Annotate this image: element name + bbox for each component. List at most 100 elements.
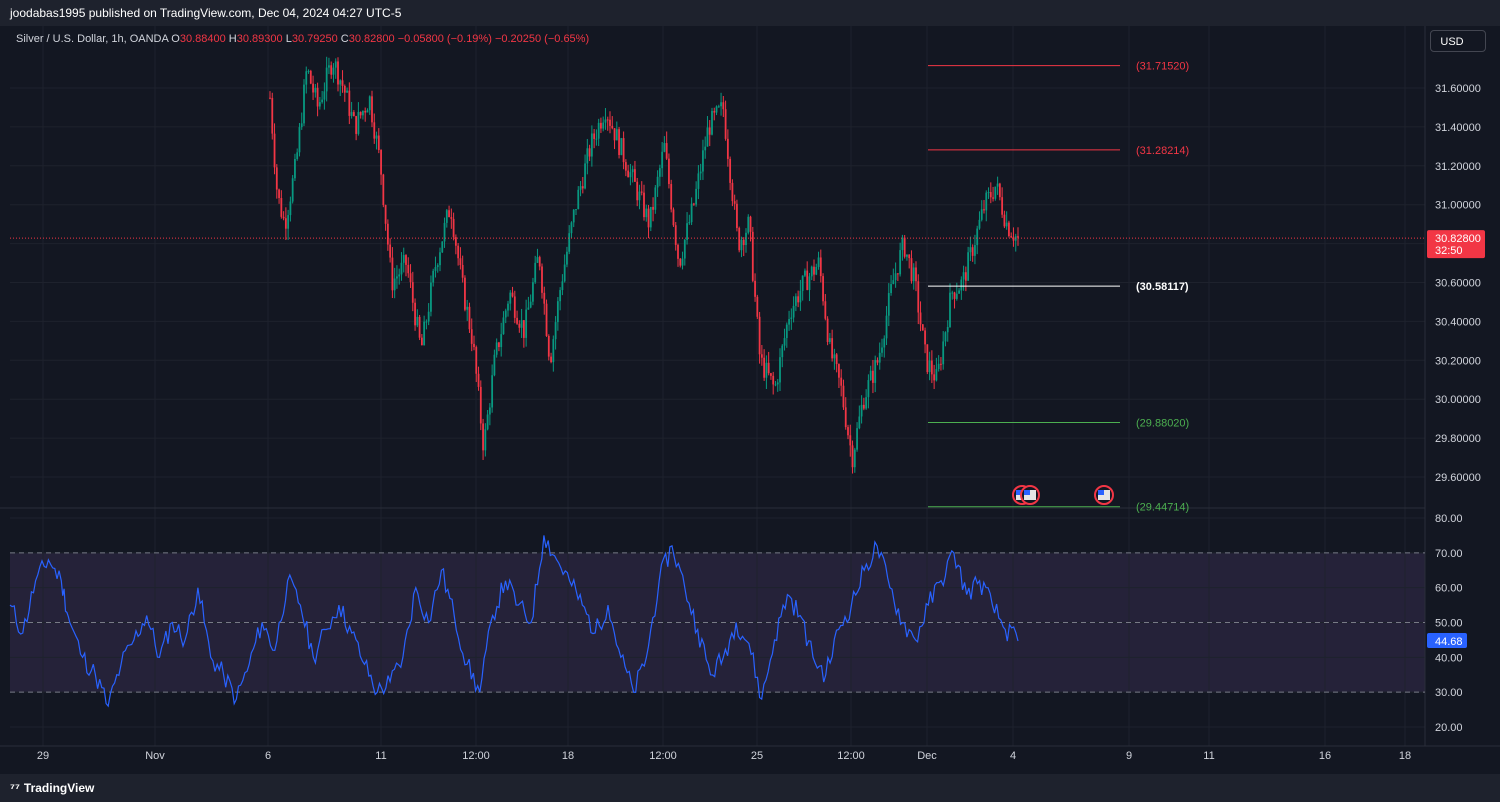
time-tick-label: 18 (562, 750, 574, 762)
candle-body (940, 363, 942, 365)
candle-body (543, 292, 546, 304)
candle-body (921, 324, 924, 331)
candle-body (736, 203, 738, 228)
candle-body (765, 362, 768, 378)
candle-body (579, 186, 582, 190)
currency-button[interactable]: USD (1430, 30, 1486, 52)
price-tick-label: 30.00000 (1435, 394, 1481, 406)
candle-body (994, 186, 997, 199)
time-tick-label: 9 (1126, 750, 1132, 762)
candle-body (851, 445, 854, 468)
time-tick-label: 4 (1010, 750, 1016, 762)
candle-body (275, 167, 278, 190)
candle-body (375, 135, 378, 139)
candle-body (926, 344, 929, 373)
legend-open-label: O (171, 33, 180, 45)
candle-body (677, 244, 679, 259)
rsi-value-label: 44.68 (1435, 636, 1463, 648)
candle-body (547, 335, 550, 357)
candle-body (806, 270, 809, 290)
candle-body (405, 255, 407, 265)
candle-body (1005, 222, 1008, 227)
chart-canvas[interactable]: (31.71520) (31.28214) (30.58117) (29.88020)… (0, 26, 1500, 774)
candle-body (445, 210, 448, 223)
candle-body (366, 110, 369, 113)
candle-body (323, 91, 326, 100)
candle-body (611, 125, 614, 129)
rsi-tick-label: 50.00 (1435, 618, 1463, 630)
candle-body (767, 362, 770, 374)
level-label: (30.58117) (1136, 281, 1189, 293)
candle-body (679, 258, 682, 266)
candle-body (341, 80, 344, 86)
candle-body (314, 87, 317, 93)
candle-body (967, 252, 970, 281)
candle-body (824, 301, 827, 319)
candle-body (853, 449, 856, 468)
candle-body (697, 173, 700, 189)
candle-body (942, 341, 945, 365)
candle-body (278, 189, 280, 199)
candle-body (749, 216, 752, 232)
candle-body (930, 360, 933, 375)
candle-body (502, 317, 505, 335)
candle-body (402, 255, 405, 263)
candle-body (751, 231, 754, 281)
chart-area[interactable]: (31.71520) (31.28214) (30.58117) (29.88020)… (0, 26, 1500, 774)
candle-body (860, 404, 863, 417)
candle-body (656, 176, 659, 188)
candle-body (878, 352, 881, 363)
candle-body (881, 347, 883, 353)
candle-body (452, 218, 455, 238)
candle-body (355, 116, 358, 134)
candle-body (359, 111, 362, 116)
candle-body (477, 373, 480, 387)
candle-body (620, 138, 623, 156)
candle-body (473, 343, 475, 348)
candle-body (280, 198, 283, 217)
candle-body (532, 282, 534, 302)
candle-body (740, 239, 743, 251)
candle-body (690, 203, 693, 223)
candle-body (892, 280, 895, 285)
candle-body (550, 356, 552, 363)
candle-body (847, 427, 849, 436)
candle-body (459, 258, 462, 265)
candle-body (464, 277, 466, 310)
candle-body (1010, 236, 1013, 238)
candle-body (559, 290, 562, 302)
candle-body (575, 209, 577, 211)
candle-body (681, 258, 684, 266)
time-tick-label: 11 (375, 750, 386, 762)
candle-body (842, 385, 845, 408)
candle-body (332, 67, 335, 75)
candle-body (781, 345, 784, 358)
candle-body (946, 327, 949, 333)
candle-body (937, 363, 940, 370)
candle-body (398, 274, 401, 277)
candle-body (758, 316, 761, 355)
candle-body (722, 102, 725, 110)
candle-body (391, 257, 394, 291)
tradingview-logo[interactable]: ⁷⁷ TradingView (0, 781, 94, 795)
candle-body (357, 111, 360, 134)
candle-body (368, 96, 371, 111)
candle-body (629, 172, 632, 178)
candle-body (978, 219, 981, 229)
candle-body (527, 307, 530, 310)
tradingview-logo-icon: ⁷⁷ (10, 781, 20, 795)
price-tick-label: 31.40000 (1435, 122, 1481, 134)
candle-body (865, 397, 868, 409)
publisher-bar: joodabas1995 published on TradingView.co… (0, 0, 1500, 26)
time-tick-label: 11 (1203, 750, 1214, 762)
published-text: joodabas1995 published on TradingView.co… (10, 6, 402, 20)
candle-body (808, 276, 811, 290)
candle-body (529, 301, 532, 308)
candle-body (792, 305, 795, 318)
candle-body (729, 158, 732, 183)
candle-body (924, 330, 926, 345)
candle-body (541, 266, 543, 293)
candle-body (996, 183, 999, 187)
candle-body (590, 133, 593, 157)
candle-body (724, 109, 727, 139)
